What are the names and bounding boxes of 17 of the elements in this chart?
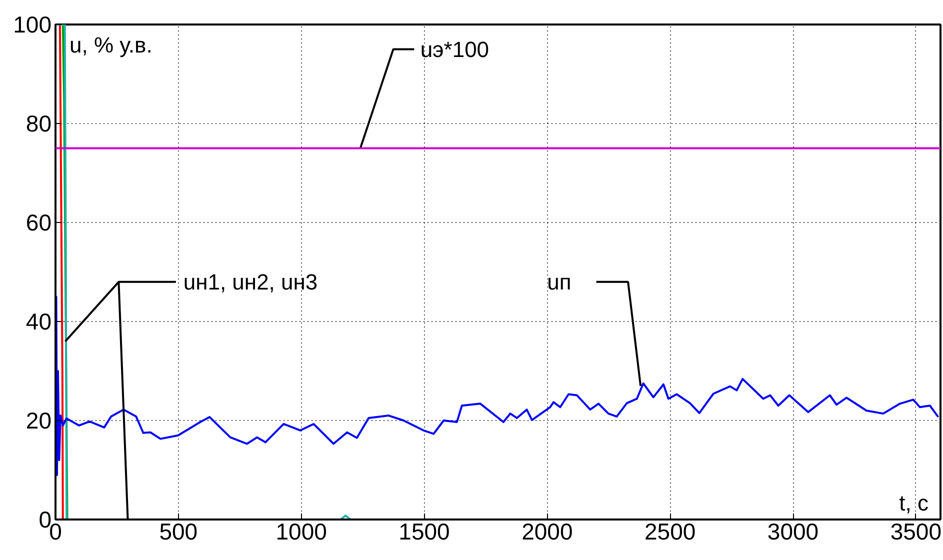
x-tick-label: 500 — [159, 518, 198, 544]
y-tick-label: 20 — [26, 408, 52, 434]
x-tick-label: 3500 — [890, 518, 942, 544]
x-axis-title: t, c — [899, 490, 929, 516]
y-tick-label: 80 — [26, 110, 52, 136]
x-tick-label: 2000 — [522, 518, 573, 544]
y-tick-label: 40 — [26, 308, 52, 334]
annotation: uэ*100 — [420, 36, 490, 62]
x-tick-label: 1500 — [398, 518, 450, 544]
x-tick-label: 2500 — [644, 518, 696, 544]
y-axis-title: u, % у.в. — [70, 32, 152, 58]
x-tick-label: 1000 — [276, 518, 327, 544]
y-tick-label: 100 — [13, 12, 52, 38]
annotation: uп — [547, 269, 572, 294]
annotation: uн1, uн2, uн3 — [183, 269, 318, 294]
y-tick-label: 60 — [26, 210, 52, 236]
x-tick-label: 3000 — [767, 518, 819, 544]
